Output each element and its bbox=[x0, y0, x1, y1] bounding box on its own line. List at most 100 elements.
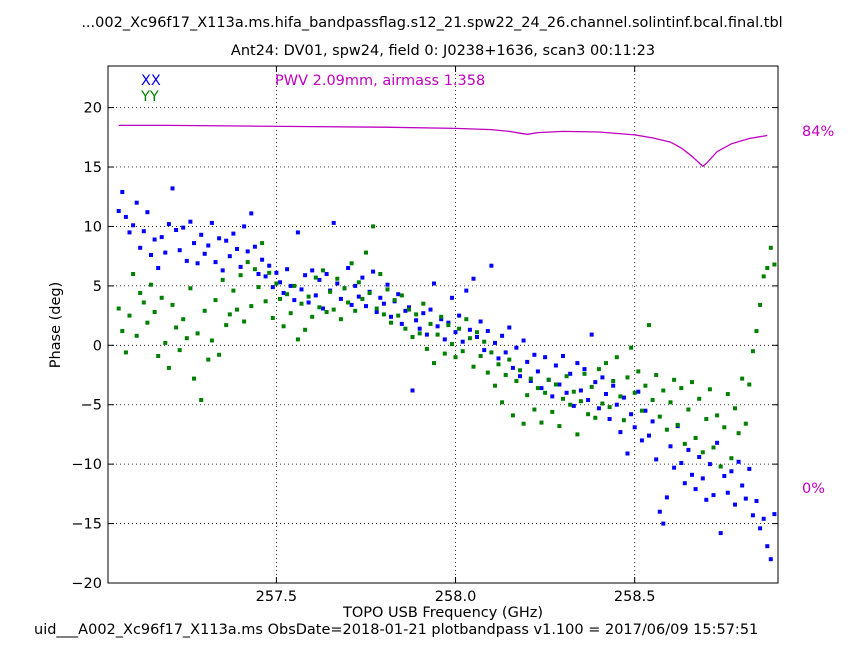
yy-data-point bbox=[736, 431, 741, 436]
atmosphere-transmission-curve bbox=[118, 124, 768, 168]
xx-data-point bbox=[489, 263, 494, 268]
xx-data-point bbox=[772, 512, 777, 517]
xx-data-point bbox=[593, 380, 598, 385]
yy-data-point bbox=[278, 296, 282, 301]
xx-data-point bbox=[661, 521, 666, 526]
xx-data-point bbox=[141, 229, 146, 234]
yy-data-point bbox=[550, 409, 555, 414]
yy-data-point bbox=[693, 436, 698, 440]
yy-data-point bbox=[532, 407, 537, 412]
y-tick-label: 10 bbox=[84, 219, 102, 235]
xx-data-point bbox=[736, 459, 741, 464]
xx-data-point bbox=[123, 214, 128, 219]
xx-data-point bbox=[145, 210, 150, 215]
xx-data-point bbox=[457, 313, 462, 318]
xx-data-point bbox=[432, 281, 436, 286]
xx-data-point bbox=[303, 273, 308, 278]
xx-data-point bbox=[288, 283, 293, 288]
xx-data-point bbox=[761, 516, 766, 521]
xx-data-point bbox=[707, 462, 712, 467]
yy-data-point bbox=[335, 276, 340, 281]
xx-data-point bbox=[152, 237, 157, 242]
yy-data-point bbox=[163, 340, 168, 345]
xx-data-point bbox=[403, 308, 408, 313]
yy-data-point bbox=[170, 302, 175, 307]
yy-data-point bbox=[589, 384, 594, 389]
xx-data-point bbox=[195, 261, 200, 266]
yy-data-point bbox=[385, 287, 390, 292]
xx-data-point bbox=[446, 320, 451, 325]
xx-data-point bbox=[475, 335, 479, 339]
xx-data-point bbox=[381, 301, 386, 306]
xx-data-point bbox=[170, 186, 175, 191]
yy-data-point bbox=[134, 333, 139, 338]
xx-data-point bbox=[765, 544, 770, 549]
xx-data-point bbox=[768, 557, 773, 562]
yy-data-point bbox=[156, 354, 161, 358]
yy-data-point bbox=[403, 326, 408, 331]
xx-data-point bbox=[360, 275, 365, 280]
yy-data-point bbox=[260, 241, 265, 246]
yy-data-point bbox=[159, 295, 164, 300]
xx-data-point bbox=[614, 402, 619, 407]
xx-data-point bbox=[571, 403, 576, 408]
yy-data-point bbox=[131, 272, 136, 276]
grid-lines bbox=[108, 66, 778, 583]
yy-data-point bbox=[571, 389, 576, 394]
xx-data-point bbox=[224, 238, 229, 243]
yy-data-point bbox=[747, 382, 752, 387]
yy-data-point bbox=[288, 311, 293, 316]
right-axis-top-label: 84% bbox=[802, 124, 834, 140]
yy-data-point bbox=[141, 300, 146, 305]
xx-data-point bbox=[385, 282, 390, 287]
xx-data-point bbox=[629, 412, 634, 417]
yy-data-point bbox=[607, 405, 612, 410]
yy-data-point bbox=[138, 291, 143, 295]
yy-data-point bbox=[446, 323, 451, 328]
yy-data-point bbox=[127, 313, 132, 318]
xx-data-point bbox=[467, 327, 472, 332]
xx-data-point bbox=[611, 383, 616, 388]
xx-data-point bbox=[604, 392, 608, 396]
yy-data-point bbox=[600, 401, 605, 406]
xx-data-point bbox=[621, 395, 626, 400]
xx-data-point bbox=[643, 408, 648, 413]
yy-data-point bbox=[235, 307, 239, 312]
yy-data-point bbox=[399, 293, 404, 298]
yy-data-point bbox=[668, 400, 673, 405]
yy-data-point bbox=[199, 398, 204, 402]
xx-data-point bbox=[514, 345, 519, 350]
plot-frame bbox=[107, 65, 779, 584]
xx-data-point bbox=[324, 272, 329, 276]
yy-data-point bbox=[704, 417, 709, 421]
xx-data-point bbox=[356, 294, 361, 299]
xx-data-point bbox=[245, 249, 250, 254]
xx-data-point bbox=[149, 253, 153, 257]
xx-data-point bbox=[292, 298, 297, 303]
yy-data-point bbox=[249, 304, 254, 309]
xx-data-point bbox=[625, 451, 630, 456]
yy-data-point bbox=[116, 306, 121, 311]
yy-data-point bbox=[485, 370, 490, 375]
xx-data-point bbox=[485, 329, 490, 333]
yy-data-point bbox=[224, 323, 229, 328]
xx-data-point bbox=[295, 230, 300, 235]
yy-data-point bbox=[593, 415, 598, 420]
xx-data-point bbox=[378, 295, 383, 300]
yy-data-point bbox=[381, 312, 386, 317]
yy-data-point bbox=[514, 379, 519, 383]
x-axis-label: TOPO USB Frequency (GHz) bbox=[343, 605, 543, 621]
yy-data-point bbox=[729, 456, 734, 461]
yy-data-point bbox=[500, 400, 505, 405]
y-tick-label: −10 bbox=[71, 457, 102, 473]
yy-data-point bbox=[227, 312, 232, 317]
yy-data-point bbox=[424, 346, 429, 351]
xx-data-point bbox=[134, 200, 139, 205]
xx-data-point bbox=[338, 296, 343, 301]
yy-data-point bbox=[682, 441, 687, 446]
yy-data-point bbox=[675, 422, 680, 427]
xx-data-point bbox=[414, 318, 419, 323]
yy-data-point bbox=[618, 394, 623, 399]
